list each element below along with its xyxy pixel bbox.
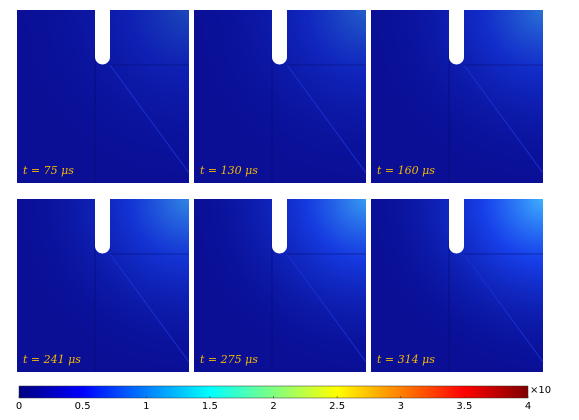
panels: t = 75 μs t = 130 μs t = 160 μs t = 241 μs t…	[17, 10, 544, 372]
time-label: t = 130 μs	[200, 164, 258, 177]
colorbar-tick-label: 1.5	[202, 401, 218, 412]
crack-line	[109, 253, 190, 363]
panel: t = 275 μs	[194, 199, 367, 372]
notch	[449, 10, 464, 65]
notch	[95, 10, 110, 65]
panel: t = 160 μs	[371, 10, 544, 183]
time-label: t = 275 μs	[200, 353, 258, 366]
notch	[449, 199, 464, 254]
colorbar-tick-label: 0	[16, 401, 22, 412]
colorbar-tick-label: 3.5	[456, 401, 472, 412]
colorbar-tick-label: 0.5	[75, 401, 91, 412]
crack-line	[463, 64, 544, 174]
notch	[95, 199, 110, 254]
time-label: t = 160 μs	[377, 164, 435, 177]
notch	[272, 10, 287, 65]
time-label: t = 75 μs	[23, 164, 74, 177]
time-label: t = 241 μs	[23, 353, 81, 366]
time-label: t = 314 μs	[377, 353, 435, 366]
panel: t = 314 μs	[371, 199, 544, 372]
colorbar-tick-label: 2.5	[329, 401, 345, 412]
panel: t = 130 μs	[194, 10, 367, 183]
colorbar-tick-label: 1	[143, 401, 149, 412]
crack-line	[109, 64, 190, 174]
notch	[272, 199, 287, 254]
colorbar-tick-label: 2	[270, 401, 276, 412]
crack-line	[463, 253, 544, 363]
crack-line	[286, 64, 367, 174]
colorbar-tick-label: 3	[398, 401, 404, 412]
crack-line	[286, 253, 367, 363]
panel: t = 75 μs	[17, 10, 190, 183]
panel: t = 241 μs	[17, 199, 190, 372]
colorbar-tick-label: 4	[525, 401, 531, 412]
colorbar-multiplier: ×10	[530, 385, 551, 396]
